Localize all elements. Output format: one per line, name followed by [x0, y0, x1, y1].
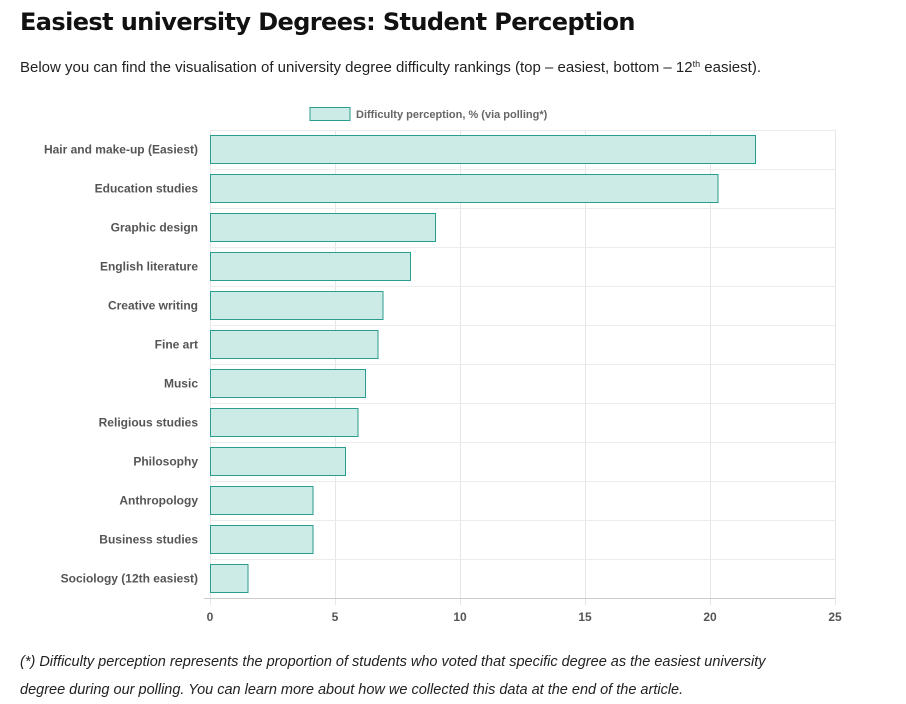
bar[interactable]: [210, 447, 346, 476]
category-labels: Hair and make-up (Easiest) Education stud…: [44, 143, 198, 586]
bar[interactable]: [210, 564, 249, 593]
category-label: Anthropology: [119, 494, 198, 508]
category-label: Graphic design: [111, 221, 198, 235]
footnote: (*) Difficulty perception represents the…: [20, 648, 880, 704]
chart-gridlines: [204, 130, 836, 605]
intro-text-end: easiest).: [700, 59, 761, 76]
intro-text-start: Below you can find the visualisation of …: [20, 59, 693, 76]
x-tick-label: 10: [453, 610, 467, 624]
intro-superscript: th: [692, 59, 701, 69]
x-tick-label: 15: [578, 610, 592, 624]
chart-legend[interactable]: Difficulty perception, % (via polling*): [309, 107, 548, 122]
bar[interactable]: [210, 525, 314, 554]
x-tick-label: 25: [828, 610, 842, 624]
bar-chart: Difficulty perception, % (via polling*) …: [44, 107, 842, 624]
x-axis-tick-labels: 0 5 10 15 20 25: [207, 610, 842, 624]
footnote-line-2: degree during our polling. You can learn…: [20, 682, 684, 698]
category-label: English literature: [100, 260, 198, 274]
category-label: Business studies: [99, 533, 198, 547]
category-label: Philosophy: [133, 455, 198, 469]
bar[interactable]: [210, 408, 359, 437]
category-label: Creative writing: [108, 299, 198, 313]
category-label: Fine art: [155, 338, 198, 352]
legend-swatch: [309, 107, 351, 121]
bar[interactable]: [210, 486, 314, 515]
legend-label: Difficulty perception, % (via polling*): [356, 109, 548, 121]
x-tick-label: 5: [332, 610, 339, 624]
category-label: Sociology (12th easiest): [61, 572, 198, 586]
x-tick-label: 20: [703, 610, 717, 624]
bar[interactable]: [210, 369, 366, 398]
bar[interactable]: [210, 330, 379, 359]
chart-bars: [210, 135, 756, 593]
category-label: Education studies: [95, 182, 199, 196]
bar[interactable]: [210, 291, 384, 320]
category-label: Hair and make-up (Easiest): [44, 143, 198, 157]
category-label: Music: [164, 377, 198, 391]
bar[interactable]: [210, 213, 436, 242]
x-tick-label: 0: [207, 610, 214, 624]
footnote-line-1: (*) Difficulty perception represents the…: [20, 654, 766, 670]
bar[interactable]: [210, 174, 719, 203]
bar[interactable]: [210, 135, 756, 164]
page-title: Easiest university Degrees: Student Perc…: [20, 8, 636, 36]
category-label: Religious studies: [99, 416, 199, 430]
bar[interactable]: [210, 252, 411, 281]
intro-text: Below you can find the visualisation of …: [20, 59, 761, 76]
